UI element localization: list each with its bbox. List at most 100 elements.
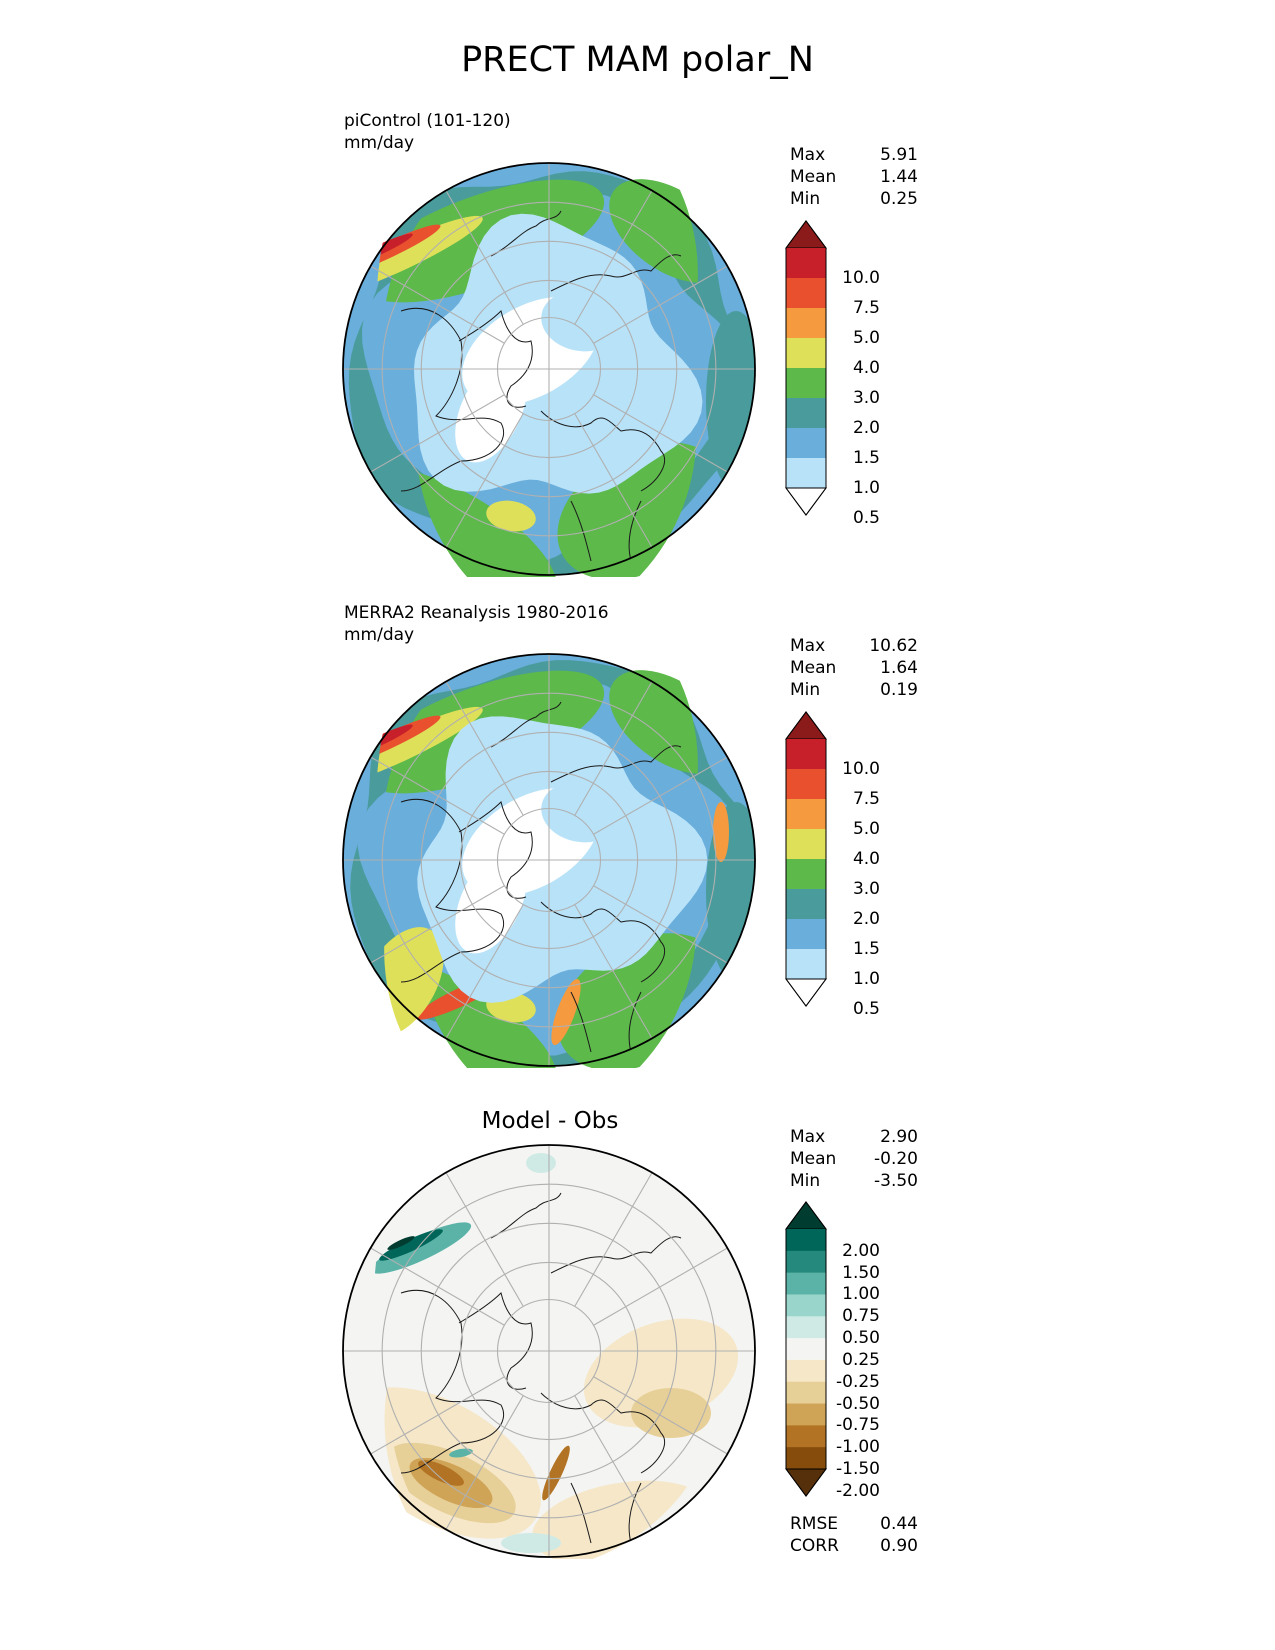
colorbar-segment [786,338,826,369]
panel2-stat-mean: Mean 1.64 [790,658,918,678]
panel2-stat-max: Max 10.62 [790,636,918,656]
longitude-gridline [445,904,524,1039]
longitude-gridline [593,1247,728,1326]
longitude-gridline [445,1395,524,1530]
longitude-gridline [593,885,728,964]
coastline [400,798,504,983]
colorbar-segment [786,1425,826,1448]
colorbar-extend-top [785,711,827,740]
longitude-gridline [593,1376,728,1455]
colorbar-segment [786,1447,826,1470]
panel3-metric-corr: CORR 0.90 [790,1536,918,1556]
colorbar-segment [786,889,826,920]
panel3-metric-rmse: RMSE 0.44 [790,1514,918,1534]
field-contour [455,359,527,463]
coastline [550,254,682,292]
colorbar-tick-label: 1.5 [852,939,880,959]
longitude-gridline [593,394,728,473]
colorbar-segment [786,308,826,339]
longitude-gridline [574,413,653,548]
colorbar-extend-top [785,220,827,249]
longitude-gridline [574,1172,653,1307]
figure-title: PRECT MAM polar_N [461,40,814,80]
colorbar-segment [786,1359,826,1383]
longitude-gridline [445,1172,524,1307]
coastline [540,1392,666,1474]
map-boundary [342,653,756,1067]
map-boundary [342,1144,756,1558]
colorbar-segment [786,919,826,950]
colorbar-tick-label: -2.00 [836,1480,880,1501]
field-contour [501,1533,561,1553]
panel3-polar-map [341,1144,756,1559]
coastline [458,801,533,899]
field-contour [526,1153,556,1173]
longitude-gridline [370,394,505,473]
coastline [540,410,666,492]
coastline [570,1482,642,1544]
colorbar-segment [786,398,826,429]
panel2-polar-map [341,653,756,1068]
longitude-gridline [574,904,653,1039]
colorbar-tick-label: -1.00 [836,1437,880,1458]
colorbar-tick-label: 2.0 [852,909,880,929]
colorbar-tick-label: 10.0 [842,759,880,779]
coastline [550,1236,682,1274]
field-contour [551,978,581,1046]
colorbar-segment [786,1294,826,1317]
colorbar-tick-label: 4.0 [852,849,880,869]
colorbar-tick-label: 0.5 [852,999,880,1019]
field-contour [455,850,527,954]
coastline [570,500,642,562]
colorbar-segment [786,1403,826,1426]
colorbar-tick-label: 10.0 [842,268,880,288]
colorbar-extend-bottom [785,978,827,1007]
panel1-caption-units: mm/day [344,133,415,153]
panel3-title: Model - Obs [481,1108,619,1134]
colorbar-tick-label: 1.5 [852,448,880,468]
colorbar-tick-label: 3.0 [852,388,880,408]
colorbar-segment [786,428,826,459]
panel1-stats: Max 5.91 Mean 1.44 Min 0.25 [790,144,918,210]
panel1-colorbar [785,220,827,516]
colorbar-tick-label: -0.50 [836,1393,880,1414]
colorbar-segment [786,278,826,309]
panel1-stat-max: Max 5.91 [790,145,918,165]
coastline [458,310,533,408]
panel2-stat-min: Min 0.19 [790,680,918,700]
colorbar-tick-label: 0.25 [842,1349,880,1370]
coastline [490,701,562,748]
field-contour [418,1460,464,1486]
colorbar-tick-label: -0.75 [836,1415,880,1436]
field-contour [449,1448,473,1458]
panel1-caption-line1: piControl (101-120) [344,111,511,131]
colorbar-segment [786,1250,826,1274]
colorbar-segment [786,949,826,980]
field-contour [387,1236,415,1250]
field-contour [486,500,536,532]
longitude-gridline [445,413,524,548]
field-contour [713,802,729,862]
panel1-polar-map [341,162,756,577]
colorbar-extend-bottom [785,1468,827,1497]
colorbar-tick-label: 2.00 [842,1240,880,1261]
coastline [570,991,642,1053]
colorbar-segment [786,1338,826,1361]
colorbar-tick-label: 5.0 [852,328,880,348]
colorbar-tick-label: 2.0 [852,418,880,438]
colorbar-tick-label: 0.5 [852,508,880,528]
panel1-colorbar-labels: 10.0 7.5 5.0 4.0 3.0 2.0 1.5 1.0 0.5 [826,220,880,527]
colorbar-tick-label: 1.0 [852,969,880,989]
panel3-stat-max: Max 2.90 [790,1127,918,1147]
field-contour [370,1222,472,1274]
panel2-caption-units: mm/day [344,625,415,645]
colorbar-tick-label: -1.50 [836,1459,880,1479]
colorbar-tick-label: 4.0 [852,358,880,378]
panel1-stat-min: Min 0.25 [790,189,918,209]
panel3-metrics: RMSE 0.44 CORR 0.90 [790,1513,918,1557]
colorbar-segment [786,1381,826,1405]
coastline [400,307,504,492]
coastline [458,1292,533,1390]
colorbar-segment [786,739,826,770]
panel3-colorbar-labels: 2.00 1.50 1.00 0.75 0.50 0.25 -0.25 -0.50 -0.75-… [826,1201,880,1501]
